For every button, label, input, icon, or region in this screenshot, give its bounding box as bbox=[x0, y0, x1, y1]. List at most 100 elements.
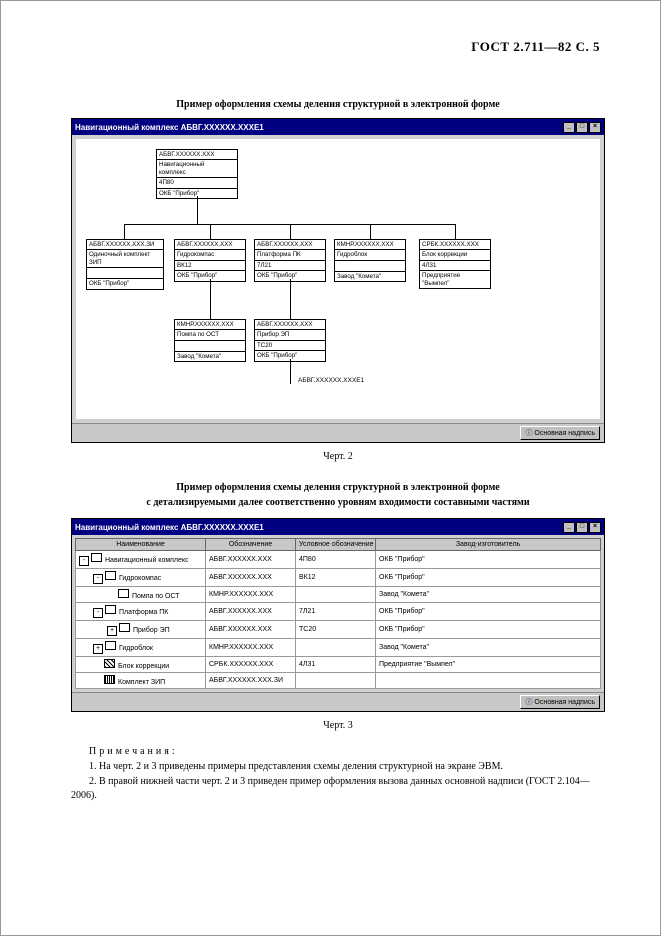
node-code: КМНР.ХХХХХХ.ХХХ bbox=[175, 320, 245, 330]
cell-mfr: Завод "Комета" bbox=[376, 639, 601, 657]
cell-mfr: ОКБ "Прибор" bbox=[376, 603, 601, 621]
tree-node-label: Платформа ПК bbox=[119, 609, 168, 616]
tree-toggle-icon[interactable]: - bbox=[79, 556, 89, 566]
tree-toggle-icon[interactable]: + bbox=[107, 626, 117, 636]
fig3-window: Навигационный комплекс АБВГ.ХХХХХХ.ХХХЕ1… bbox=[71, 518, 605, 712]
node-usl bbox=[335, 261, 405, 272]
cell-usl: 4Л31 bbox=[296, 657, 376, 673]
tree-node-label: Навигационный комплекс bbox=[105, 557, 189, 564]
col-name: Наименование bbox=[76, 539, 206, 551]
node-mfr: Завод "Комета" bbox=[335, 272, 405, 281]
close-icon[interactable]: × bbox=[589, 522, 601, 533]
tree-toggle-icon[interactable]: - bbox=[93, 574, 103, 584]
window-chrome[interactable]: _□× bbox=[562, 121, 601, 133]
table-header-row: Наименование Обозначение Условное обозна… bbox=[76, 539, 601, 551]
node-name: Навигационный комплекс bbox=[157, 160, 237, 178]
node-code: АБВГ.ХХХХХХ.ХХХ bbox=[175, 240, 245, 250]
node-usl: ТС20 bbox=[255, 341, 325, 351]
cell-designation: АБВГ.ХХХХХХ.ХХХ.ЗИ bbox=[206, 673, 296, 689]
tree-node-label: Помпа по ОСТ bbox=[132, 593, 180, 600]
tree-node-icon bbox=[104, 675, 115, 684]
table-row[interactable]: Помпа по ОСТКМНР.ХХХХХХ.ХХХЗавод "Комета… bbox=[76, 587, 601, 603]
window-chrome[interactable]: _□× bbox=[562, 521, 601, 533]
fig3-caption: Пример оформления схемы деления структур… bbox=[71, 480, 605, 510]
maximize-icon[interactable]: □ bbox=[576, 522, 588, 533]
cell-usl bbox=[296, 639, 376, 657]
tree-node-icon bbox=[91, 553, 102, 562]
cell-name: - Платформа ПК bbox=[76, 603, 206, 621]
fig2-status-button[interactable]: Основная надпись bbox=[520, 426, 600, 440]
connector bbox=[455, 224, 456, 239]
tree-toggle-icon[interactable]: + bbox=[93, 644, 103, 654]
col-usl: Условное обозначение bbox=[296, 539, 376, 551]
node-plat: АБВГ.ХХХХХХ.ХХХ Платформа ПК 7Л21 ОКБ "П… bbox=[254, 239, 326, 282]
cell-usl: 4П80 bbox=[296, 551, 376, 569]
node-name: Гидрокомпас bbox=[175, 250, 245, 260]
node-pump: КМНР.ХХХХХХ.ХХХ Помпа по ОСТ Завод "Коме… bbox=[174, 319, 246, 362]
cell-name: Помпа по ОСТ bbox=[76, 587, 206, 603]
table-row[interactable]: +Прибор ЭПАБВГ.ХХХХХХ.ХХХТС20ОКБ "Прибор… bbox=[76, 621, 601, 639]
fig3-window-title: Навигационный комплекс АБВГ.ХХХХХХ.ХХХЕ1 bbox=[75, 523, 264, 532]
cell-name: Комплект ЗИП bbox=[76, 673, 206, 689]
fig3-table: Наименование Обозначение Условное обозна… bbox=[75, 538, 601, 689]
node-usl bbox=[175, 341, 245, 352]
cell-usl bbox=[296, 673, 376, 689]
table-row[interactable]: -Навигационный комплексАБВГ.ХХХХХХ.ХХХ4П… bbox=[76, 551, 601, 569]
connector bbox=[124, 224, 125, 239]
tree-toggle-icon[interactable]: - bbox=[93, 608, 103, 618]
node-gk: АБВГ.ХХХХХХ.ХХХ Гидрокомпас ВК12 ОКБ "Пр… bbox=[174, 239, 246, 282]
node-code: АБВГ.ХХХХХХ.ХХХ bbox=[255, 320, 325, 330]
node-usl: 4П80 bbox=[157, 178, 237, 188]
maximize-icon[interactable]: □ bbox=[576, 122, 588, 133]
node-usl: ВК12 bbox=[175, 261, 245, 271]
page-header: ГОСТ 2.711—82 С. 5 bbox=[471, 39, 600, 55]
cell-mfr: ОКБ "Прибор" bbox=[376, 621, 601, 639]
tree-node-icon bbox=[104, 659, 115, 668]
node-usl bbox=[87, 268, 163, 279]
tree-node-icon bbox=[105, 571, 116, 580]
cell-usl: 7Л21 bbox=[296, 603, 376, 621]
minimize-icon[interactable]: _ bbox=[563, 122, 575, 133]
node-corr: СРБК.ХХХХХХ.ХХХ Блок коррекции 4Л31 Пред… bbox=[419, 239, 491, 289]
table-row[interactable]: Комплект ЗИПАБВГ.ХХХХХХ.ХХХ.ЗИ bbox=[76, 673, 601, 689]
col-mfr: Завод-изготовитель bbox=[376, 539, 601, 551]
minimize-icon[interactable]: _ bbox=[563, 522, 575, 533]
connector bbox=[290, 359, 291, 384]
cell-designation: АБВГ.ХХХХХХ.ХХХ bbox=[206, 621, 296, 639]
close-icon[interactable]: × bbox=[589, 122, 601, 133]
table-row[interactable]: Блок коррекцииСРБК.ХХХХХХ.ХХХ4Л31Предпри… bbox=[76, 657, 601, 673]
tree-node-label: Гидроблок bbox=[119, 645, 153, 652]
cell-mfr bbox=[376, 673, 601, 689]
cell-usl bbox=[296, 587, 376, 603]
node-mfr: Предприятие "Вымпел" bbox=[420, 271, 490, 288]
table-row[interactable]: +ГидроблокКМНР.ХХХХХХ.ХХХЗавод "Комета" bbox=[76, 639, 601, 657]
fig2-free-label: АБВГ.ХХХХХХ.ХХХЕ1 bbox=[298, 377, 364, 384]
connector bbox=[290, 279, 291, 319]
node-name: Помпа по ОСТ bbox=[175, 330, 245, 340]
node-mfr: Завод "Комета" bbox=[175, 352, 245, 361]
node-hydro: КМНР.ХХХХХХ.ХХХ Гидроблок Завод "Комета" bbox=[334, 239, 406, 282]
fig2-label: Черт. 2 bbox=[71, 451, 605, 462]
fig3-label: Черт. 3 bbox=[71, 720, 605, 731]
node-zip: АБВГ.ХХХХХХ.ХХХ.ЗИ Одиночный комплект ЗИ… bbox=[86, 239, 164, 290]
fig3-status-button[interactable]: Основная надпись bbox=[520, 695, 600, 709]
tree-node-icon bbox=[105, 605, 116, 614]
table-row[interactable]: -Платформа ПКАБВГ.ХХХХХХ.ХХХ7Л21ОКБ "При… bbox=[76, 603, 601, 621]
node-code: СРБК.ХХХХХХ.ХХХ bbox=[420, 240, 490, 250]
fig2-caption: Пример оформления схемы деления структур… bbox=[71, 99, 605, 110]
cell-designation: СРБК.ХХХХХХ.ХХХ bbox=[206, 657, 296, 673]
cell-designation: КМНР.ХХХХХХ.ХХХ bbox=[206, 587, 296, 603]
node-ep: АБВГ.ХХХХХХ.ХХХ Прибор ЭП ТС20 ОКБ "Приб… bbox=[254, 319, 326, 362]
cell-mfr: ОКБ "Прибор" bbox=[376, 551, 601, 569]
col-des: Обозначение bbox=[206, 539, 296, 551]
notes-title: Примечания: bbox=[71, 745, 605, 759]
tree-node-icon bbox=[118, 589, 129, 598]
cell-name: - Навигационный комплекс bbox=[76, 551, 206, 569]
fig2-diagram-area: АБВГ.ХХХХХХ.ХХХ Навигационный комплекс 4… bbox=[76, 139, 600, 419]
fig3-table-area: Наименование Обозначение Условное обозна… bbox=[75, 538, 601, 689]
node-code: АБВГ.ХХХХХХ.ХХХ.ЗИ bbox=[87, 240, 163, 250]
connector bbox=[210, 279, 211, 319]
table-row[interactable]: -ГидрокомпасАБВГ.ХХХХХХ.ХХХВК12ОКБ "Приб… bbox=[76, 569, 601, 587]
cell-designation: АБВГ.ХХХХХХ.ХХХ bbox=[206, 569, 296, 587]
node-name: Платформа ПК bbox=[255, 250, 325, 260]
